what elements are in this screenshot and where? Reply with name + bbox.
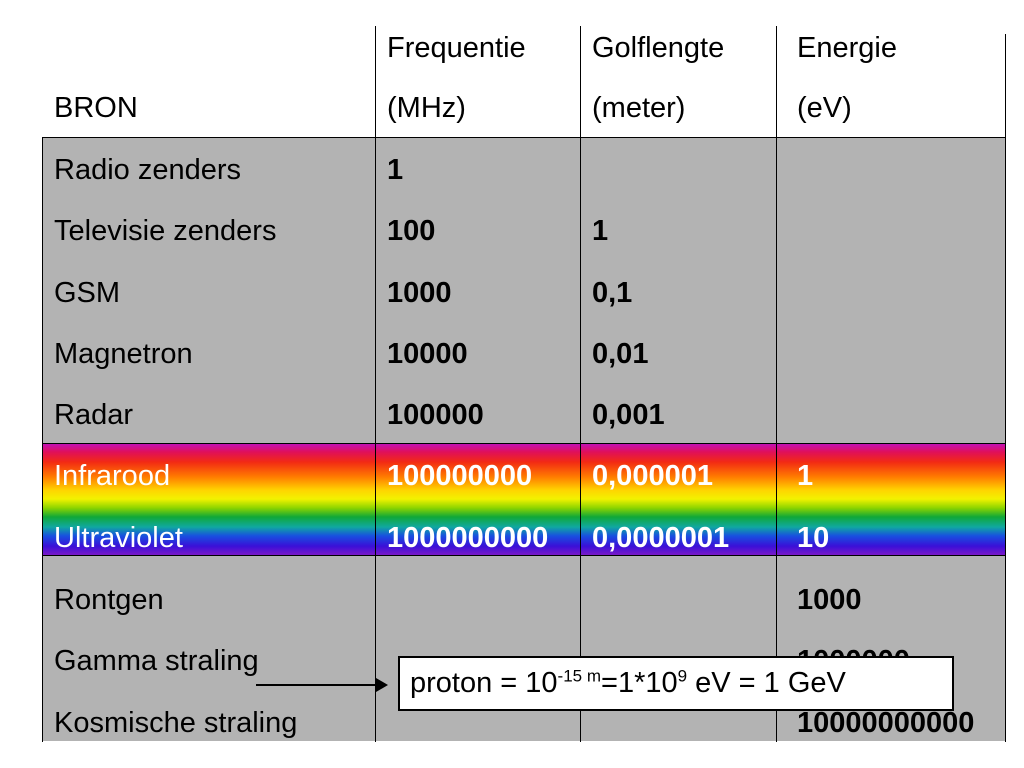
row-gsm-freq: 1000 (387, 277, 452, 309)
row-tv-freq: 100 (387, 215, 436, 247)
row-gsm-golf: 0,1 (592, 277, 633, 309)
row-radio-freq: 1 (387, 154, 404, 186)
header-bron: BRON (54, 92, 138, 124)
row-gsm-bron: GSM (54, 277, 121, 309)
callout-suffix: eV = 1 GeV (687, 667, 846, 699)
header-golflengte-unit: (meter) (592, 92, 686, 124)
pointer-arrow-line (256, 684, 378, 686)
column-divider-1 (375, 26, 376, 742)
row-radar-freq: 100000 (387, 399, 484, 431)
header-frequentie: Frequentie (387, 32, 526, 64)
callout-exponent-2: 9 (677, 666, 688, 686)
row-rontgen-energie: 1000 (797, 584, 862, 616)
table-left-border (42, 137, 43, 742)
row-rontgen-bron: Rontgen (54, 584, 164, 616)
row-radio-bron: Radio zenders (54, 154, 241, 186)
row-tv-bron: Televisie zenders (54, 215, 277, 247)
callout-prefix: proton = 10 (410, 667, 558, 699)
table-body-gray-top (42, 137, 1006, 443)
column-divider-2 (580, 26, 581, 742)
row-magnetron-freq: 10000 (387, 338, 468, 370)
row-tv-golf: 1 (592, 215, 609, 247)
row-ultraviolet-energie: 10 (797, 522, 830, 554)
header-energie: Energie (797, 32, 897, 64)
spectrum-band (42, 443, 1006, 555)
row-infrarood-freq: 100000000 (387, 460, 533, 492)
row-radar-bron: Radar (54, 399, 133, 431)
row-kosmisch-energie: 10000000000 (797, 707, 975, 739)
row-ultraviolet-golf: 0,0000001 (592, 522, 730, 554)
row-infrarood-bron: Infrarood (54, 460, 171, 492)
row-radar-golf: 0,001 (592, 399, 665, 431)
column-divider-3 (776, 26, 777, 742)
arrow-right-icon (376, 678, 388, 692)
callout-exponent-1: -15 m (557, 666, 602, 686)
row-magnetron-bron: Magnetron (54, 338, 193, 370)
header-underline (42, 137, 1006, 138)
header-frequentie-unit: (MHz) (387, 92, 466, 124)
callout-middle: =1*10 (601, 667, 678, 699)
row-infrarood-energie: 1 (797, 460, 814, 492)
row-gamma-bron: Gamma straling (54, 645, 259, 677)
proton-callout: proton = 10-15 m=1*109 eV = 1 GeV (398, 656, 954, 711)
spectrum-top-line (42, 443, 1006, 444)
row-infrarood-golf: 0,000001 (592, 460, 713, 492)
header-golflengte: Golflengte (592, 32, 725, 64)
spectrum-bottom-line (42, 555, 1006, 556)
row-ultraviolet-bron: Ultraviolet (54, 522, 183, 554)
row-ultraviolet-freq: 1000000000 (387, 522, 549, 554)
header-energie-unit: (eV) (797, 92, 852, 124)
row-magnetron-golf: 0,01 (592, 338, 649, 370)
table-right-border (1005, 34, 1006, 742)
row-kosmisch-bron: Kosmische straling (54, 707, 298, 739)
